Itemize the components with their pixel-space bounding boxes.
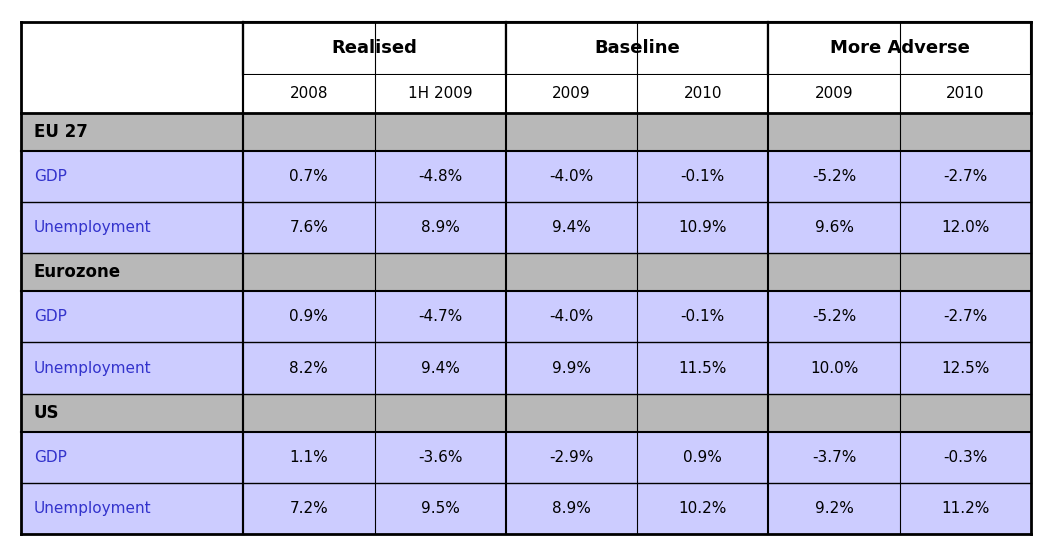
Bar: [768, 75, 899, 113]
Text: -5.2%: -5.2%: [812, 310, 856, 324]
Bar: [21, 202, 1031, 253]
Bar: [506, 22, 768, 75]
Text: -4.0%: -4.0%: [549, 310, 593, 324]
Bar: [21, 342, 1031, 393]
Text: 1.1%: 1.1%: [289, 450, 328, 465]
Text: 2010: 2010: [684, 87, 722, 101]
Text: 9.2%: 9.2%: [814, 501, 853, 516]
Bar: [21, 291, 1031, 342]
Text: -3.7%: -3.7%: [812, 450, 856, 465]
Bar: [243, 75, 375, 113]
Text: Unemployment: Unemployment: [34, 361, 151, 376]
Text: 8.9%: 8.9%: [552, 501, 591, 516]
Bar: [21, 432, 1031, 483]
Text: EU 27: EU 27: [34, 123, 87, 141]
Text: 7.2%: 7.2%: [289, 501, 328, 516]
Bar: [899, 75, 1031, 113]
Text: -2.7%: -2.7%: [944, 310, 988, 324]
Bar: [243, 22, 506, 75]
Text: 10.2%: 10.2%: [679, 501, 727, 516]
Text: 2009: 2009: [814, 87, 853, 101]
Text: -0.1%: -0.1%: [681, 169, 725, 184]
Text: -2.9%: -2.9%: [549, 450, 593, 465]
Text: -3.6%: -3.6%: [418, 450, 463, 465]
Text: 9.9%: 9.9%: [552, 361, 591, 376]
Bar: [21, 113, 1031, 151]
Text: 9.4%: 9.4%: [421, 361, 460, 376]
Text: Unemployment: Unemployment: [34, 220, 151, 235]
Text: 12.0%: 12.0%: [942, 220, 990, 235]
Text: More Adverse: More Adverse: [830, 39, 970, 57]
Text: Unemployment: Unemployment: [34, 501, 151, 516]
Text: 9.4%: 9.4%: [552, 220, 591, 235]
Text: US: US: [34, 404, 59, 422]
Text: 12.5%: 12.5%: [942, 361, 990, 376]
Text: 10.0%: 10.0%: [810, 361, 858, 376]
Text: Eurozone: Eurozone: [34, 263, 121, 281]
Text: Baseline: Baseline: [594, 39, 680, 57]
Text: GDP: GDP: [34, 450, 66, 465]
Bar: [21, 151, 1031, 202]
Bar: [638, 75, 768, 113]
Text: -4.0%: -4.0%: [549, 169, 593, 184]
Text: -5.2%: -5.2%: [812, 169, 856, 184]
Bar: [21, 393, 1031, 432]
Bar: [506, 75, 638, 113]
Text: 2008: 2008: [289, 87, 328, 101]
Text: -0.3%: -0.3%: [944, 450, 988, 465]
Text: Realised: Realised: [331, 39, 418, 57]
Text: -4.7%: -4.7%: [418, 310, 462, 324]
Text: -4.8%: -4.8%: [418, 169, 462, 184]
Text: GDP: GDP: [34, 169, 66, 184]
Text: 11.5%: 11.5%: [679, 361, 727, 376]
Text: 7.6%: 7.6%: [289, 220, 328, 235]
Text: 9.5%: 9.5%: [421, 501, 460, 516]
Text: 0.7%: 0.7%: [289, 169, 328, 184]
Text: 10.9%: 10.9%: [679, 220, 727, 235]
Bar: [21, 253, 1031, 291]
Text: 0.9%: 0.9%: [289, 310, 328, 324]
Text: GDP: GDP: [34, 310, 66, 324]
Text: -0.1%: -0.1%: [681, 310, 725, 324]
Text: -2.7%: -2.7%: [944, 169, 988, 184]
Text: 2009: 2009: [552, 87, 591, 101]
Text: 0.9%: 0.9%: [684, 450, 722, 465]
Bar: [21, 75, 243, 113]
Text: 2010: 2010: [946, 87, 985, 101]
Bar: [21, 483, 1031, 534]
Text: 1H 2009: 1H 2009: [408, 87, 472, 101]
Bar: [375, 75, 506, 113]
Bar: [21, 22, 243, 75]
Text: 11.2%: 11.2%: [942, 501, 990, 516]
Bar: [768, 22, 1031, 75]
Text: 8.9%: 8.9%: [421, 220, 460, 235]
Text: 9.6%: 9.6%: [814, 220, 853, 235]
Text: 8.2%: 8.2%: [289, 361, 328, 376]
